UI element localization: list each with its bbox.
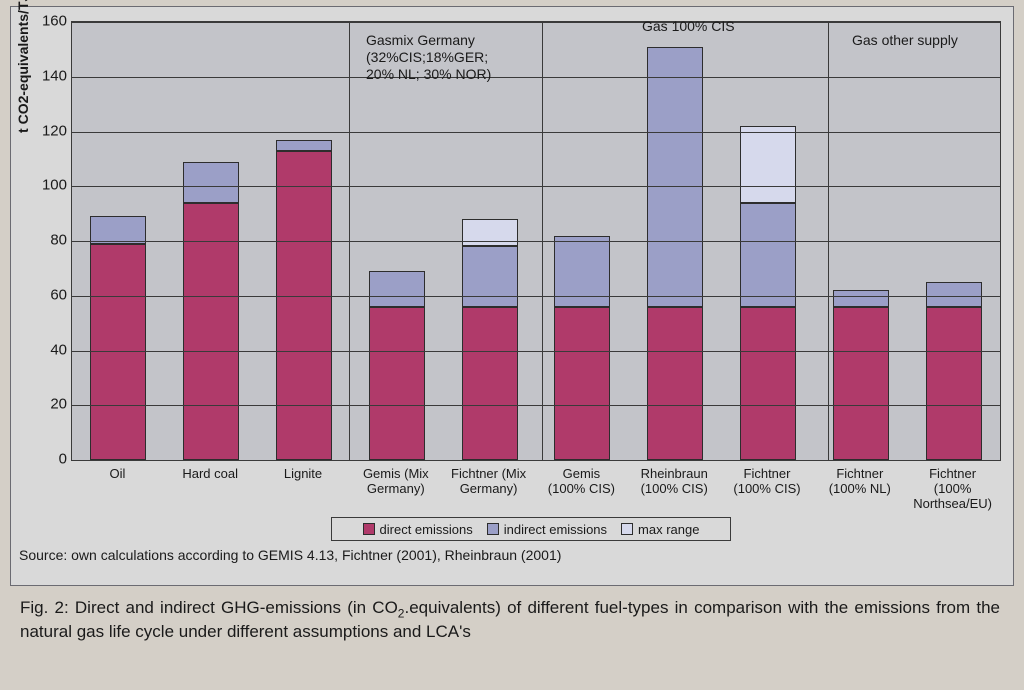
bar-segment-direct (90, 244, 146, 460)
x-tick-label: Fichtner (MixGermany) (441, 467, 537, 497)
group-label: Gas 100% CIS (642, 18, 735, 35)
y-tick-label: 160 (17, 13, 67, 30)
legend-item-max: max range (621, 522, 699, 537)
bar (554, 236, 610, 460)
legend-item-direct: direct emissions (363, 522, 473, 537)
gridline (72, 77, 1000, 78)
legend-item-indirect: indirect emissions (487, 522, 607, 537)
plot-area: Gasmix Germany(32%CIS;18%GER;20% NL; 30%… (71, 21, 1001, 461)
bar-segment-indirect (462, 246, 518, 306)
bar-segment-direct (276, 151, 332, 460)
bar (462, 219, 518, 460)
y-tick-label: 140 (17, 67, 67, 84)
x-tick-label: Gemis(100% CIS) (533, 467, 629, 497)
x-axis-labels: OilHard coalLigniteGemis (MixGermany)Fic… (71, 465, 1001, 513)
bar-segment-indirect (183, 162, 239, 203)
bar-segment-direct (926, 307, 982, 460)
x-tick-label: Lignite (255, 467, 351, 482)
bar-segment-direct (740, 307, 796, 460)
bar-segment-max (740, 126, 796, 203)
x-tick-label: Fichtner(100% CIS) (719, 467, 815, 497)
gridline (72, 296, 1000, 297)
bar (90, 216, 146, 460)
x-tick-label: Gemis (MixGermany) (348, 467, 444, 497)
group-label: Gas other supply (852, 32, 958, 49)
caption-prefix: Fig. 2: Direct and indirect GHG-emission… (20, 598, 398, 617)
legend-label: indirect emissions (504, 522, 607, 537)
bar-segment-max (462, 219, 518, 246)
bar-segment-indirect (833, 290, 889, 306)
bar-segment-direct (462, 307, 518, 460)
y-tick-label: 40 (17, 341, 67, 358)
bar (183, 162, 239, 460)
gridline (72, 132, 1000, 133)
bar-segment-direct (833, 307, 889, 460)
group-divider (542, 21, 543, 461)
group-divider (349, 21, 350, 461)
y-tick-label: 120 (17, 122, 67, 139)
legend-label: direct emissions (380, 522, 473, 537)
bar (740, 126, 796, 460)
gridline (72, 241, 1000, 242)
y-tick-label: 20 (17, 396, 67, 413)
y-tick-label: 80 (17, 232, 67, 249)
bar-segment-direct (554, 307, 610, 460)
chart-container: Gasmix Germany(32%CIS;18%GER;20% NL; 30%… (10, 6, 1014, 586)
bar-segment-indirect (90, 216, 146, 243)
bar-segment-direct (647, 307, 703, 460)
legend-swatch-indirect (487, 523, 499, 535)
bar-segment-direct (369, 307, 425, 460)
x-tick-label: Fichtner(100% NL) (812, 467, 908, 497)
legend-swatch-direct (363, 523, 375, 535)
y-tick-label: 0 (17, 451, 67, 468)
bar-segment-indirect (926, 282, 982, 307)
bar (926, 282, 982, 460)
bar (369, 271, 425, 460)
gridline (72, 351, 1000, 352)
bar-segment-indirect (276, 140, 332, 151)
x-tick-label: Oil (69, 467, 165, 482)
figure-caption: Fig. 2: Direct and indirect GHG-emission… (20, 597, 1000, 643)
bar-segment-indirect (740, 203, 796, 307)
bar (833, 290, 889, 460)
gridline (72, 460, 1000, 461)
gridline (72, 186, 1000, 187)
group-label: Gasmix Germany(32%CIS;18%GER;20% NL; 30%… (366, 32, 491, 82)
y-tick-label: 60 (17, 286, 67, 303)
x-tick-label: Fichtner(100%Northsea/EU) (905, 467, 1001, 512)
y-tick-label: 100 (17, 177, 67, 194)
bar-segment-indirect (647, 47, 703, 307)
x-tick-label: Hard coal (162, 467, 258, 482)
gridline (72, 405, 1000, 406)
legend-label: max range (638, 522, 699, 537)
bar (276, 140, 332, 460)
legend-swatch-max (621, 523, 633, 535)
gridline (72, 22, 1000, 23)
group-divider (828, 21, 829, 461)
legend: direct emissions indirect emissions max … (331, 517, 731, 541)
page: Gasmix Germany(32%CIS;18%GER;20% NL; 30%… (0, 0, 1024, 690)
source-text: Source: own calculations according to GE… (19, 547, 561, 563)
x-tick-label: Rheinbraun(100% CIS) (626, 467, 722, 497)
bar (647, 47, 703, 460)
bar-segment-indirect (369, 271, 425, 307)
